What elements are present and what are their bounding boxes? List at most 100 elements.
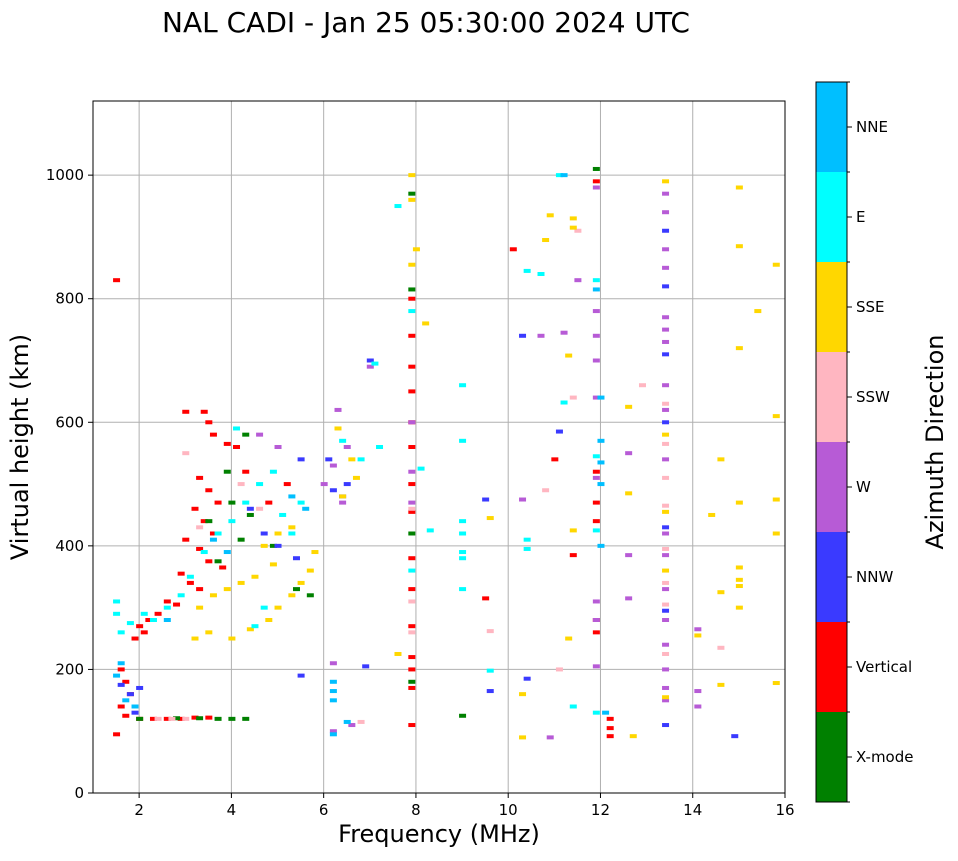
data-point bbox=[408, 723, 416, 728]
data-point bbox=[228, 636, 236, 641]
data-point bbox=[597, 460, 605, 465]
series-nne bbox=[113, 173, 610, 737]
colorbar-tick-label: NNE bbox=[856, 118, 888, 136]
data-point bbox=[592, 618, 600, 622]
data-point bbox=[486, 629, 494, 634]
data-point bbox=[168, 716, 176, 721]
data-point bbox=[256, 482, 264, 487]
data-point bbox=[177, 593, 185, 598]
data-point bbox=[422, 321, 430, 326]
data-point bbox=[260, 543, 268, 548]
data-point bbox=[163, 716, 171, 721]
colorbar-segment bbox=[816, 172, 847, 262]
data-point bbox=[662, 210, 670, 215]
data-point bbox=[131, 704, 139, 709]
data-point bbox=[269, 469, 277, 474]
data-point bbox=[735, 500, 743, 505]
data-point bbox=[662, 191, 670, 196]
data-point bbox=[662, 525, 670, 530]
data-point bbox=[265, 500, 273, 505]
data-point bbox=[408, 509, 416, 514]
data-point bbox=[306, 593, 314, 598]
data-point bbox=[408, 506, 416, 511]
data-point bbox=[662, 695, 670, 700]
data-point bbox=[131, 636, 139, 641]
data-point bbox=[297, 673, 305, 678]
data-point bbox=[731, 734, 739, 739]
data-point bbox=[256, 506, 264, 511]
data-point bbox=[408, 389, 416, 394]
data-point bbox=[694, 689, 702, 694]
data-point bbox=[408, 445, 416, 449]
data-point bbox=[223, 587, 231, 592]
series-ssw bbox=[154, 228, 725, 724]
data-point bbox=[662, 618, 670, 622]
data-point bbox=[408, 685, 416, 690]
x-tick-label: 4 bbox=[227, 801, 237, 819]
data-point bbox=[233, 445, 241, 449]
x-tick-label: 12 bbox=[591, 801, 610, 819]
data-point bbox=[486, 668, 494, 673]
data-point bbox=[662, 553, 670, 558]
x-tick-label: 2 bbox=[134, 801, 144, 819]
colorbar-tick-label: W bbox=[856, 478, 871, 496]
data-point bbox=[408, 531, 416, 536]
data-point bbox=[574, 228, 582, 233]
data-point bbox=[592, 333, 600, 338]
data-point bbox=[223, 441, 231, 446]
data-point bbox=[242, 469, 250, 474]
data-point bbox=[602, 710, 610, 715]
data-point bbox=[459, 438, 467, 443]
data-point bbox=[329, 488, 337, 493]
colorbar-segment bbox=[816, 712, 847, 802]
data-point bbox=[606, 716, 614, 721]
data-point bbox=[542, 238, 550, 243]
data-point bbox=[219, 565, 227, 570]
data-point bbox=[523, 546, 531, 551]
data-point bbox=[154, 716, 162, 721]
data-point bbox=[592, 475, 600, 480]
data-point bbox=[560, 400, 568, 405]
data-point bbox=[348, 723, 356, 728]
data-point bbox=[182, 409, 190, 414]
data-point bbox=[329, 679, 337, 684]
series-sse bbox=[191, 173, 780, 740]
data-point bbox=[459, 587, 467, 592]
data-point bbox=[205, 488, 213, 493]
data-point bbox=[329, 698, 337, 703]
data-point bbox=[343, 445, 351, 449]
data-point bbox=[519, 735, 527, 740]
data-point bbox=[214, 500, 222, 505]
data-point bbox=[394, 204, 402, 209]
data-point bbox=[555, 173, 563, 178]
data-point bbox=[625, 491, 633, 496]
data-point bbox=[519, 333, 527, 338]
data-point bbox=[136, 624, 144, 629]
data-point bbox=[122, 679, 130, 684]
data-point bbox=[205, 715, 213, 720]
data-point bbox=[279, 512, 287, 517]
data-point bbox=[283, 482, 291, 487]
colorbar-tick-label: X-mode bbox=[856, 748, 913, 766]
data-point bbox=[662, 587, 670, 592]
data-point bbox=[182, 716, 190, 721]
data-point bbox=[772, 681, 780, 686]
data-point bbox=[597, 482, 605, 487]
data-point bbox=[329, 689, 337, 694]
data-point bbox=[408, 469, 416, 474]
data-point bbox=[662, 179, 670, 184]
x-tick-label: 10 bbox=[499, 801, 518, 819]
chart-title: NAL CADI - Jan 25 05:30:00 2024 UTC bbox=[162, 6, 690, 39]
data-point bbox=[560, 173, 568, 178]
data-point bbox=[772, 531, 780, 536]
data-point bbox=[149, 716, 157, 721]
data-point bbox=[592, 278, 600, 283]
data-point bbox=[205, 519, 213, 524]
data-point bbox=[662, 247, 670, 252]
data-point bbox=[292, 556, 300, 561]
data-point bbox=[297, 457, 305, 462]
data-point bbox=[592, 528, 600, 533]
data-point bbox=[597, 395, 605, 400]
data-point bbox=[662, 284, 670, 289]
